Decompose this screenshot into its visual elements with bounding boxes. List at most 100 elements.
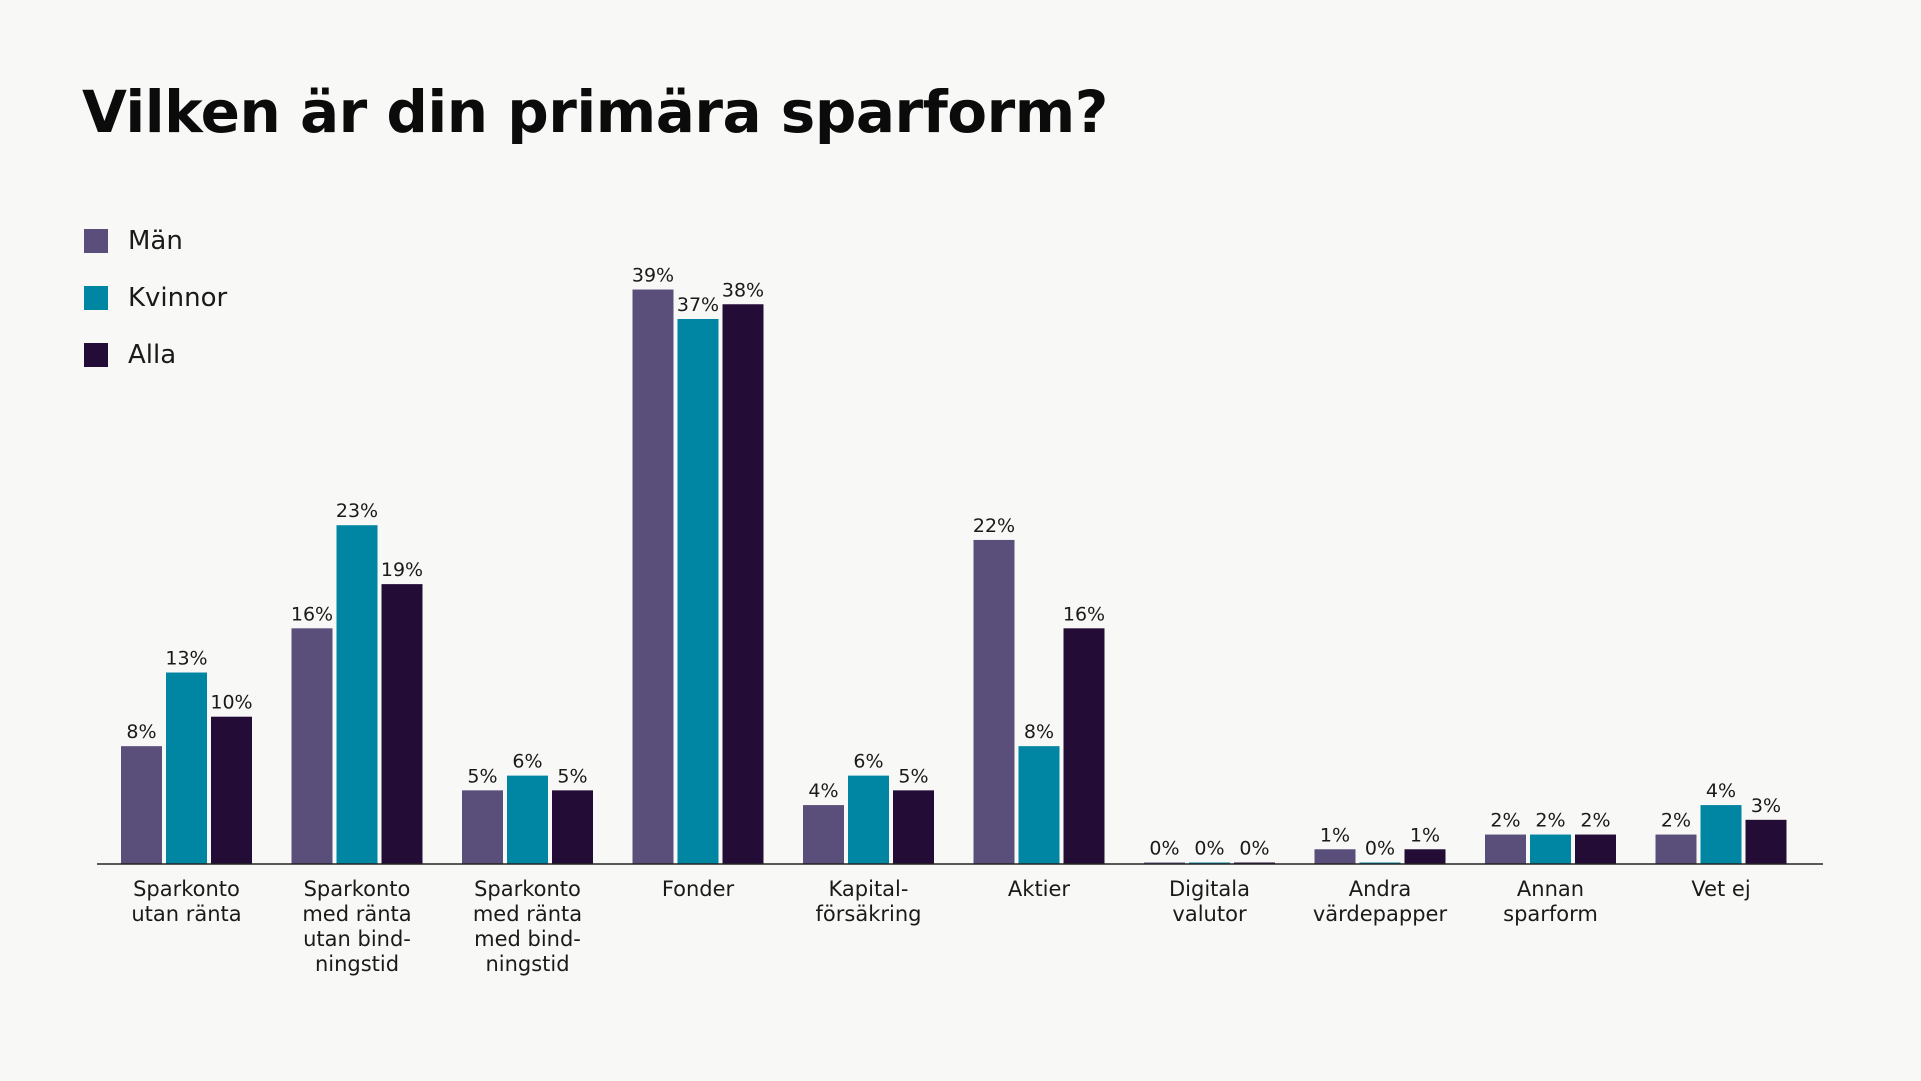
data-label: 38%: [722, 279, 764, 301]
x-tick-label: Aktier: [1008, 877, 1071, 901]
bar: [1575, 834, 1616, 864]
x-tick-label-line: Aktier: [1008, 877, 1071, 901]
bar: [211, 716, 252, 864]
x-tick-label-line: valutor: [1172, 902, 1247, 926]
x-tick-label-line: Fonder: [662, 877, 735, 901]
x-tick-label-line: Vet ej: [1691, 877, 1750, 901]
bar: [121, 746, 162, 864]
data-label: 4%: [1706, 780, 1736, 802]
bar: [803, 805, 844, 864]
legend-item-kvinnor: Kvinnor: [84, 269, 227, 326]
bar: [1018, 746, 1060, 864]
bar: [552, 790, 593, 864]
x-tick-label: Fonder: [662, 877, 735, 901]
bar: [1530, 834, 1571, 864]
x-tick-label-line: ningstid: [315, 952, 399, 976]
x-tick-label-line: Sparkonto: [474, 877, 581, 901]
bar: [381, 584, 423, 864]
bar: [1404, 849, 1446, 864]
x-tick-label-line: försäkring: [816, 902, 922, 926]
data-label: 16%: [1063, 603, 1105, 625]
x-tick-label-line: Sparkonto: [133, 877, 240, 901]
data-label: 39%: [632, 265, 674, 287]
x-tick-label-line: utan bind-: [303, 927, 411, 951]
data-label: 1%: [1320, 824, 1350, 846]
data-label: 2%: [1490, 810, 1520, 832]
data-label: 2%: [1580, 810, 1610, 832]
data-label: 19%: [381, 559, 423, 581]
x-tick-label-line: Sparkonto: [304, 877, 411, 901]
legend-label-alla: Alla: [128, 339, 177, 370]
bar: [1745, 819, 1787, 864]
data-label: 22%: [973, 515, 1015, 537]
legend-swatch-man: [84, 228, 108, 253]
x-tick-label: Sparkonto med ränta med bind-ningstid: [473, 877, 582, 976]
data-label: 2%: [1661, 810, 1691, 832]
x-tick-label: Andra värdepapper: [1313, 877, 1448, 926]
bar: [1655, 834, 1697, 864]
bar: [973, 539, 1015, 864]
data-label: 0%: [1239, 838, 1269, 860]
legend-swatch-kvinnor: [84, 285, 108, 310]
legend-label-kvinnor: Kvinnor: [128, 282, 228, 313]
data-label: 23%: [336, 500, 378, 522]
x-tick-label: Sparkonto med ränta utan bind-ningstid: [302, 877, 411, 976]
x-tick-label: Vet ej: [1691, 877, 1750, 901]
x-tick-label: Kapital-försäkring: [816, 877, 922, 926]
legend-swatch-alla: [84, 342, 108, 367]
bar: [893, 790, 934, 864]
x-tick-label-line: Digitala: [1169, 877, 1250, 901]
x-tick-label: Annan sparform: [1503, 877, 1598, 926]
bar: [462, 790, 503, 864]
data-label: 5%: [898, 765, 928, 787]
x-tick-label-line: värdepapper: [1313, 902, 1448, 926]
legend: Män Kvinnor Alla: [84, 212, 227, 383]
x-tick-label-line: utan ränta: [131, 902, 241, 926]
x-tick-label-line: Andra: [1349, 877, 1412, 901]
data-label: 10%: [210, 692, 252, 714]
bar: [1485, 834, 1526, 864]
data-label: 16%: [291, 603, 333, 625]
x-tick-label-line: Annan: [1517, 877, 1584, 901]
data-label: 37%: [677, 294, 719, 316]
bar: [1063, 628, 1105, 864]
bar: [677, 318, 719, 864]
bar: [336, 525, 378, 864]
x-tick-label-line: med ränta: [302, 902, 411, 926]
data-label: 8%: [1024, 721, 1054, 743]
x-tick-label-line: Kapital-: [829, 877, 909, 901]
bar: [507, 775, 548, 864]
chart-title: Vilken är din primära sparform?: [82, 78, 1108, 146]
x-tick-label-line: med bind-: [474, 927, 581, 951]
data-label: 0%: [1149, 838, 1179, 860]
legend-label-man: Män: [128, 225, 183, 256]
legend-item-man: Män: [84, 212, 227, 269]
x-tick-label: Sparkonto utan ränta: [131, 877, 241, 926]
bar: [291, 628, 333, 864]
data-label: 8%: [126, 721, 156, 743]
data-label: 4%: [808, 780, 838, 802]
data-label: 13%: [165, 648, 207, 670]
bar: [1314, 849, 1356, 864]
bar: [1700, 805, 1742, 864]
data-label: 0%: [1365, 838, 1395, 860]
x-tick-label-line: med ränta: [473, 902, 582, 926]
data-label: 6%: [512, 751, 542, 773]
data-label: 1%: [1410, 824, 1440, 846]
legend-item-alla: Alla: [84, 326, 227, 383]
x-tick-label: Digitala valutor: [1169, 877, 1250, 926]
data-label: 0%: [1194, 838, 1224, 860]
bar: [722, 304, 764, 864]
bar: [166, 672, 207, 864]
data-label: 2%: [1535, 810, 1565, 832]
data-label: 6%: [853, 751, 883, 773]
x-tick-label-line: ningstid: [485, 952, 569, 976]
data-label: 5%: [467, 765, 497, 787]
bar: [632, 289, 674, 864]
data-label: 5%: [557, 765, 587, 787]
bar: [848, 775, 889, 864]
x-tick-label-line: sparform: [1503, 902, 1598, 926]
data-label: 3%: [1751, 795, 1781, 817]
